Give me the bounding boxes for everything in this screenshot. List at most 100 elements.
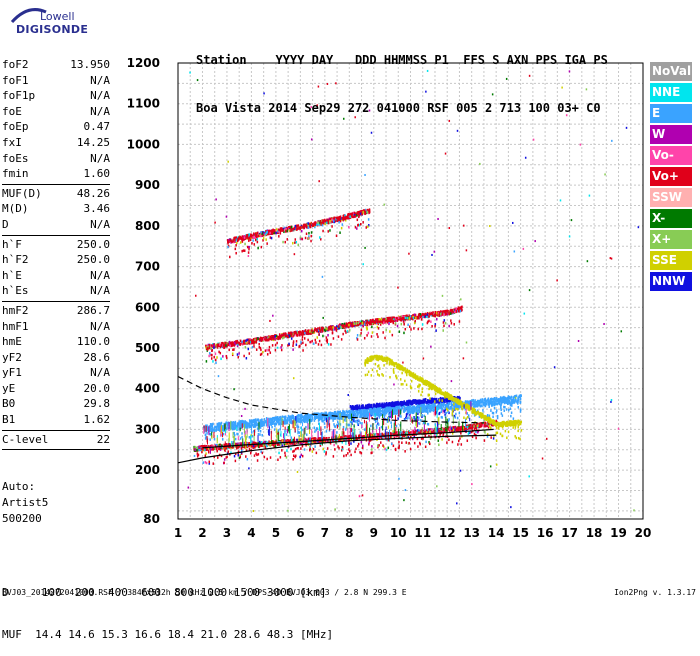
- x-tick-label: 16: [537, 526, 554, 540]
- trace-point: [335, 413, 337, 416]
- trace-point: [228, 443, 230, 446]
- trace-point: [332, 419, 334, 422]
- trace-point: [253, 345, 255, 348]
- trace-point: [307, 418, 309, 421]
- y-tick-label: 300: [135, 422, 160, 436]
- trace-point: [365, 404, 367, 407]
- trace-point: [357, 334, 359, 337]
- trace-point: [343, 455, 345, 458]
- trace-point: [290, 448, 292, 451]
- trace-point: [475, 437, 477, 440]
- trace-point: [300, 447, 302, 450]
- trace-point: [503, 409, 505, 412]
- trace-point: [255, 452, 257, 455]
- trace-point: [376, 434, 378, 437]
- trace-point: [371, 448, 373, 451]
- trace-point: [281, 349, 283, 352]
- trace-point: [371, 445, 373, 448]
- trace-point: [211, 428, 213, 431]
- trace-point: [375, 410, 377, 413]
- trace-point: [455, 416, 457, 419]
- trace-point: [274, 337, 276, 340]
- trace-point: [354, 451, 356, 454]
- trace-point: [352, 405, 354, 408]
- trace-point: [266, 349, 268, 352]
- trace-point: [469, 424, 471, 427]
- trace-point: [302, 335, 304, 338]
- trace-point: [403, 410, 405, 413]
- trace-point: [315, 341, 317, 344]
- trace-point: [361, 452, 363, 455]
- trace-point: [291, 337, 293, 340]
- trace-point: [317, 336, 319, 339]
- trace-point: [459, 412, 461, 415]
- trace-point: [274, 417, 276, 420]
- trace-point: [377, 405, 379, 408]
- trace-point: [331, 417, 333, 420]
- trace-point: [326, 412, 328, 415]
- trace-point: [354, 407, 356, 410]
- trace-point: [278, 452, 280, 455]
- trace-point: [383, 410, 385, 413]
- trace-point: [361, 410, 363, 413]
- trace-point: [473, 405, 475, 408]
- trace-point: [296, 416, 298, 419]
- trace-point: [372, 411, 374, 414]
- trace-point: [407, 417, 409, 420]
- trace-point: [250, 452, 252, 455]
- trace-point: [401, 441, 403, 444]
- trace-point: [377, 336, 379, 339]
- x-tick-label: 17: [561, 526, 578, 540]
- trace-point: [397, 417, 399, 420]
- trace-point: [297, 418, 299, 421]
- trace-point: [294, 456, 296, 459]
- trace-point: [319, 418, 321, 421]
- trace-point: [412, 403, 414, 406]
- trace-point: [235, 443, 237, 446]
- trace-point: [279, 419, 281, 422]
- trace-point: [382, 331, 384, 334]
- trace-point: [291, 436, 293, 439]
- trace-point: [249, 448, 251, 451]
- trace-point: [214, 426, 216, 429]
- trace-point: [342, 333, 344, 336]
- trace-point: [209, 461, 211, 464]
- trace-point: [421, 328, 423, 331]
- trace-point: [378, 444, 380, 447]
- trace-point: [453, 429, 455, 432]
- trace-point: [333, 455, 335, 458]
- trace-point: [484, 439, 486, 442]
- trace-point: [441, 438, 443, 441]
- trace-point: [208, 450, 210, 453]
- trace-point: [383, 404, 385, 407]
- trace-point: [441, 416, 443, 419]
- trace-point: [459, 437, 461, 440]
- trace-point: [391, 443, 393, 446]
- trace-point: [520, 408, 522, 411]
- trace-point: [355, 420, 357, 423]
- trace-point: [427, 399, 429, 402]
- trace-point: [347, 411, 349, 414]
- trace-point: [428, 423, 430, 426]
- trace-point: [433, 408, 435, 411]
- trace-point: [446, 412, 448, 415]
- trace-point: [260, 430, 262, 433]
- trace-point: [501, 400, 503, 403]
- trace-point: [206, 462, 208, 465]
- trace-point: [239, 424, 241, 427]
- trace-point: [413, 431, 415, 434]
- trace-point: [289, 416, 291, 419]
- trace-point: [258, 433, 260, 436]
- trace-point: [240, 421, 242, 424]
- trace-point: [334, 448, 336, 451]
- trace-point: [489, 403, 491, 406]
- trace-point: [389, 407, 391, 410]
- trace-point: [378, 408, 380, 411]
- trace-point: [423, 401, 425, 404]
- trace-point: [233, 428, 235, 431]
- trace-point: [390, 421, 392, 424]
- trace-point: [350, 442, 352, 445]
- trace-point: [306, 415, 308, 418]
- trace-point: [413, 407, 415, 410]
- y-tick-label: 700: [135, 260, 160, 274]
